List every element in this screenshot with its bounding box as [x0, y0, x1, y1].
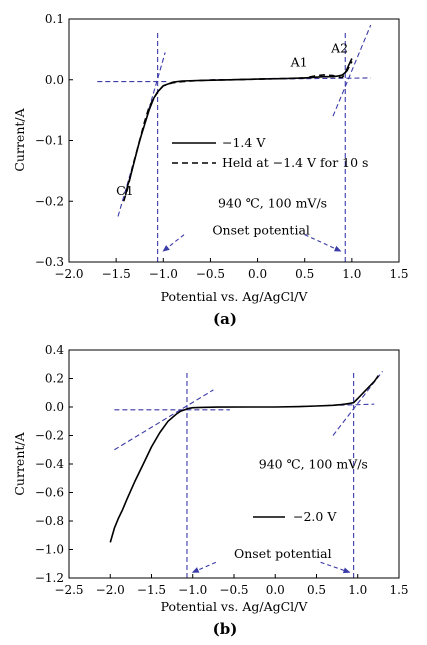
- panel-a-onset-lines: [157, 32, 346, 262]
- panel-b: −2.5 −2.0 −1.5 −1.0 −0.5 0.0 0.5 1.0 1.5 0.40.20…: [12, 343, 409, 638]
- panel-a-x-ticks: −2.0 −1.5 −1.0 −0.5 0.0 0.5 1.0 1.5: [54, 258, 409, 281]
- annotation: 940 ℃, 100 mV/s: [259, 456, 368, 471]
- annotation: A2: [330, 40, 348, 55]
- onset-arrow: [304, 234, 342, 252]
- x-tick-label: −1.0: [149, 267, 178, 281]
- y-tick-label: 0.0: [45, 73, 64, 87]
- y-tick-label: −0.1: [35, 134, 64, 148]
- legend-label-series-1: −1.4 V: [222, 135, 266, 150]
- x-tick-label: −1.5: [137, 583, 166, 597]
- tangent-line: [332, 24, 372, 117]
- x-tick-label: 1.5: [389, 267, 408, 281]
- x-tick-label: 0.0: [248, 267, 267, 281]
- panel-b-y-axis-title: Current/A: [12, 431, 27, 495]
- annotation: Onset potential: [212, 223, 310, 238]
- x-tick-label: −2.5: [54, 583, 83, 597]
- x-tick-label: −1.0: [178, 583, 207, 597]
- y-tick-label: 0.0: [45, 400, 64, 414]
- panel-b-x-axis-title: Potential vs. Ag/AgCl/V: [161, 599, 309, 614]
- panel-a-series: [122, 58, 353, 202]
- x-tick-label: −2.0: [54, 267, 83, 281]
- panel-b-annotations: 940 ℃, 100 mV/s Onset potential: [234, 456, 368, 561]
- y-tick-label: −0.8: [35, 514, 64, 528]
- x-tick-label: −2.0: [96, 583, 125, 597]
- tangent-line: [114, 389, 214, 451]
- series-line-2: [122, 61, 353, 202]
- y-tick-label: −0.6: [35, 486, 64, 500]
- y-tick-label: −0.2: [35, 194, 64, 208]
- y-tick-label: −0.4: [35, 457, 65, 471]
- y-tick-label: 0.1: [45, 12, 64, 26]
- panel-b-series: [109, 375, 380, 543]
- y-tick-label: −0.2: [35, 429, 64, 443]
- panel-b-arrows: [191, 561, 351, 574]
- x-tick-label: 1.0: [342, 267, 361, 281]
- y-tick-label: −1.0: [35, 543, 64, 557]
- panel-b-y-ticks: 0.4 0.2 0.0 −0.2 −0.4 −0.6 −0.8 −1.0 −1.2: [35, 343, 73, 585]
- legend-label-series-1: −2.0 V: [293, 509, 337, 524]
- panel-a-label: (a): [213, 310, 237, 328]
- x-tick-label: −0.5: [219, 583, 248, 597]
- x-tick-label: −1.5: [102, 267, 131, 281]
- onset-arrow: [191, 561, 217, 573]
- panel-b-legend: −2.0 V: [253, 509, 337, 524]
- onset-arrow: [162, 234, 185, 252]
- x-tick-label: 0.5: [307, 583, 326, 597]
- onset-arrow: [320, 561, 351, 574]
- panel-a-y-ticks: 0.1 0.0 −0.1 −0.2 −0.3: [35, 12, 73, 269]
- annotation: Onset potential: [234, 546, 332, 561]
- y-tick-label: 0.4: [45, 343, 64, 357]
- annotation: A1: [290, 54, 308, 69]
- x-tick-label: 0.0: [266, 583, 285, 597]
- panel-b-x-ticks: −2.5 −2.0 −1.5 −1.0 −0.5 0.0 0.5 1.0 1.5: [54, 574, 409, 597]
- series-line-1: [109, 375, 380, 543]
- x-tick-label: 1.5: [389, 583, 408, 597]
- x-tick-label: −0.5: [196, 267, 225, 281]
- tangent-line: [283, 403, 375, 408]
- y-tick-label: −0.3: [35, 255, 64, 269]
- x-tick-label: 0.5: [295, 267, 314, 281]
- y-tick-label: −1.2: [35, 571, 64, 585]
- y-tick-label: 0.2: [45, 372, 64, 386]
- annotation: 940 ℃, 100 mV/s: [218, 195, 327, 210]
- panel-a-legend: −1.4 V Held at −1.4 V for 10 s: [172, 135, 368, 170]
- legend-label-series-2: Held at −1.4 V for 10 s: [222, 155, 368, 170]
- panel-a-tangent-lines: [97, 24, 372, 217]
- panel-a-annotations: C1 A1 A2 940 ℃, 100 mV/s Onset potential: [116, 40, 348, 237]
- panel-b-tangent-lines: [114, 371, 383, 451]
- panel-a: −2.0 −1.5 −1.0 −0.5 0.0 0.5 1.0 1.5 0.1 0.0 −0.1 −…: [12, 12, 409, 328]
- annotation: C1: [116, 183, 134, 198]
- panel-a-x-axis-title: Potential vs. Ag/AgCl/V: [161, 289, 309, 304]
- x-tick-label: 1.0: [348, 583, 367, 597]
- tangent-line: [117, 52, 166, 217]
- panel-a-y-axis-title: Current/A: [12, 107, 27, 171]
- panel-a-arrows: [162, 234, 342, 252]
- panel-b-label: (b): [213, 620, 238, 638]
